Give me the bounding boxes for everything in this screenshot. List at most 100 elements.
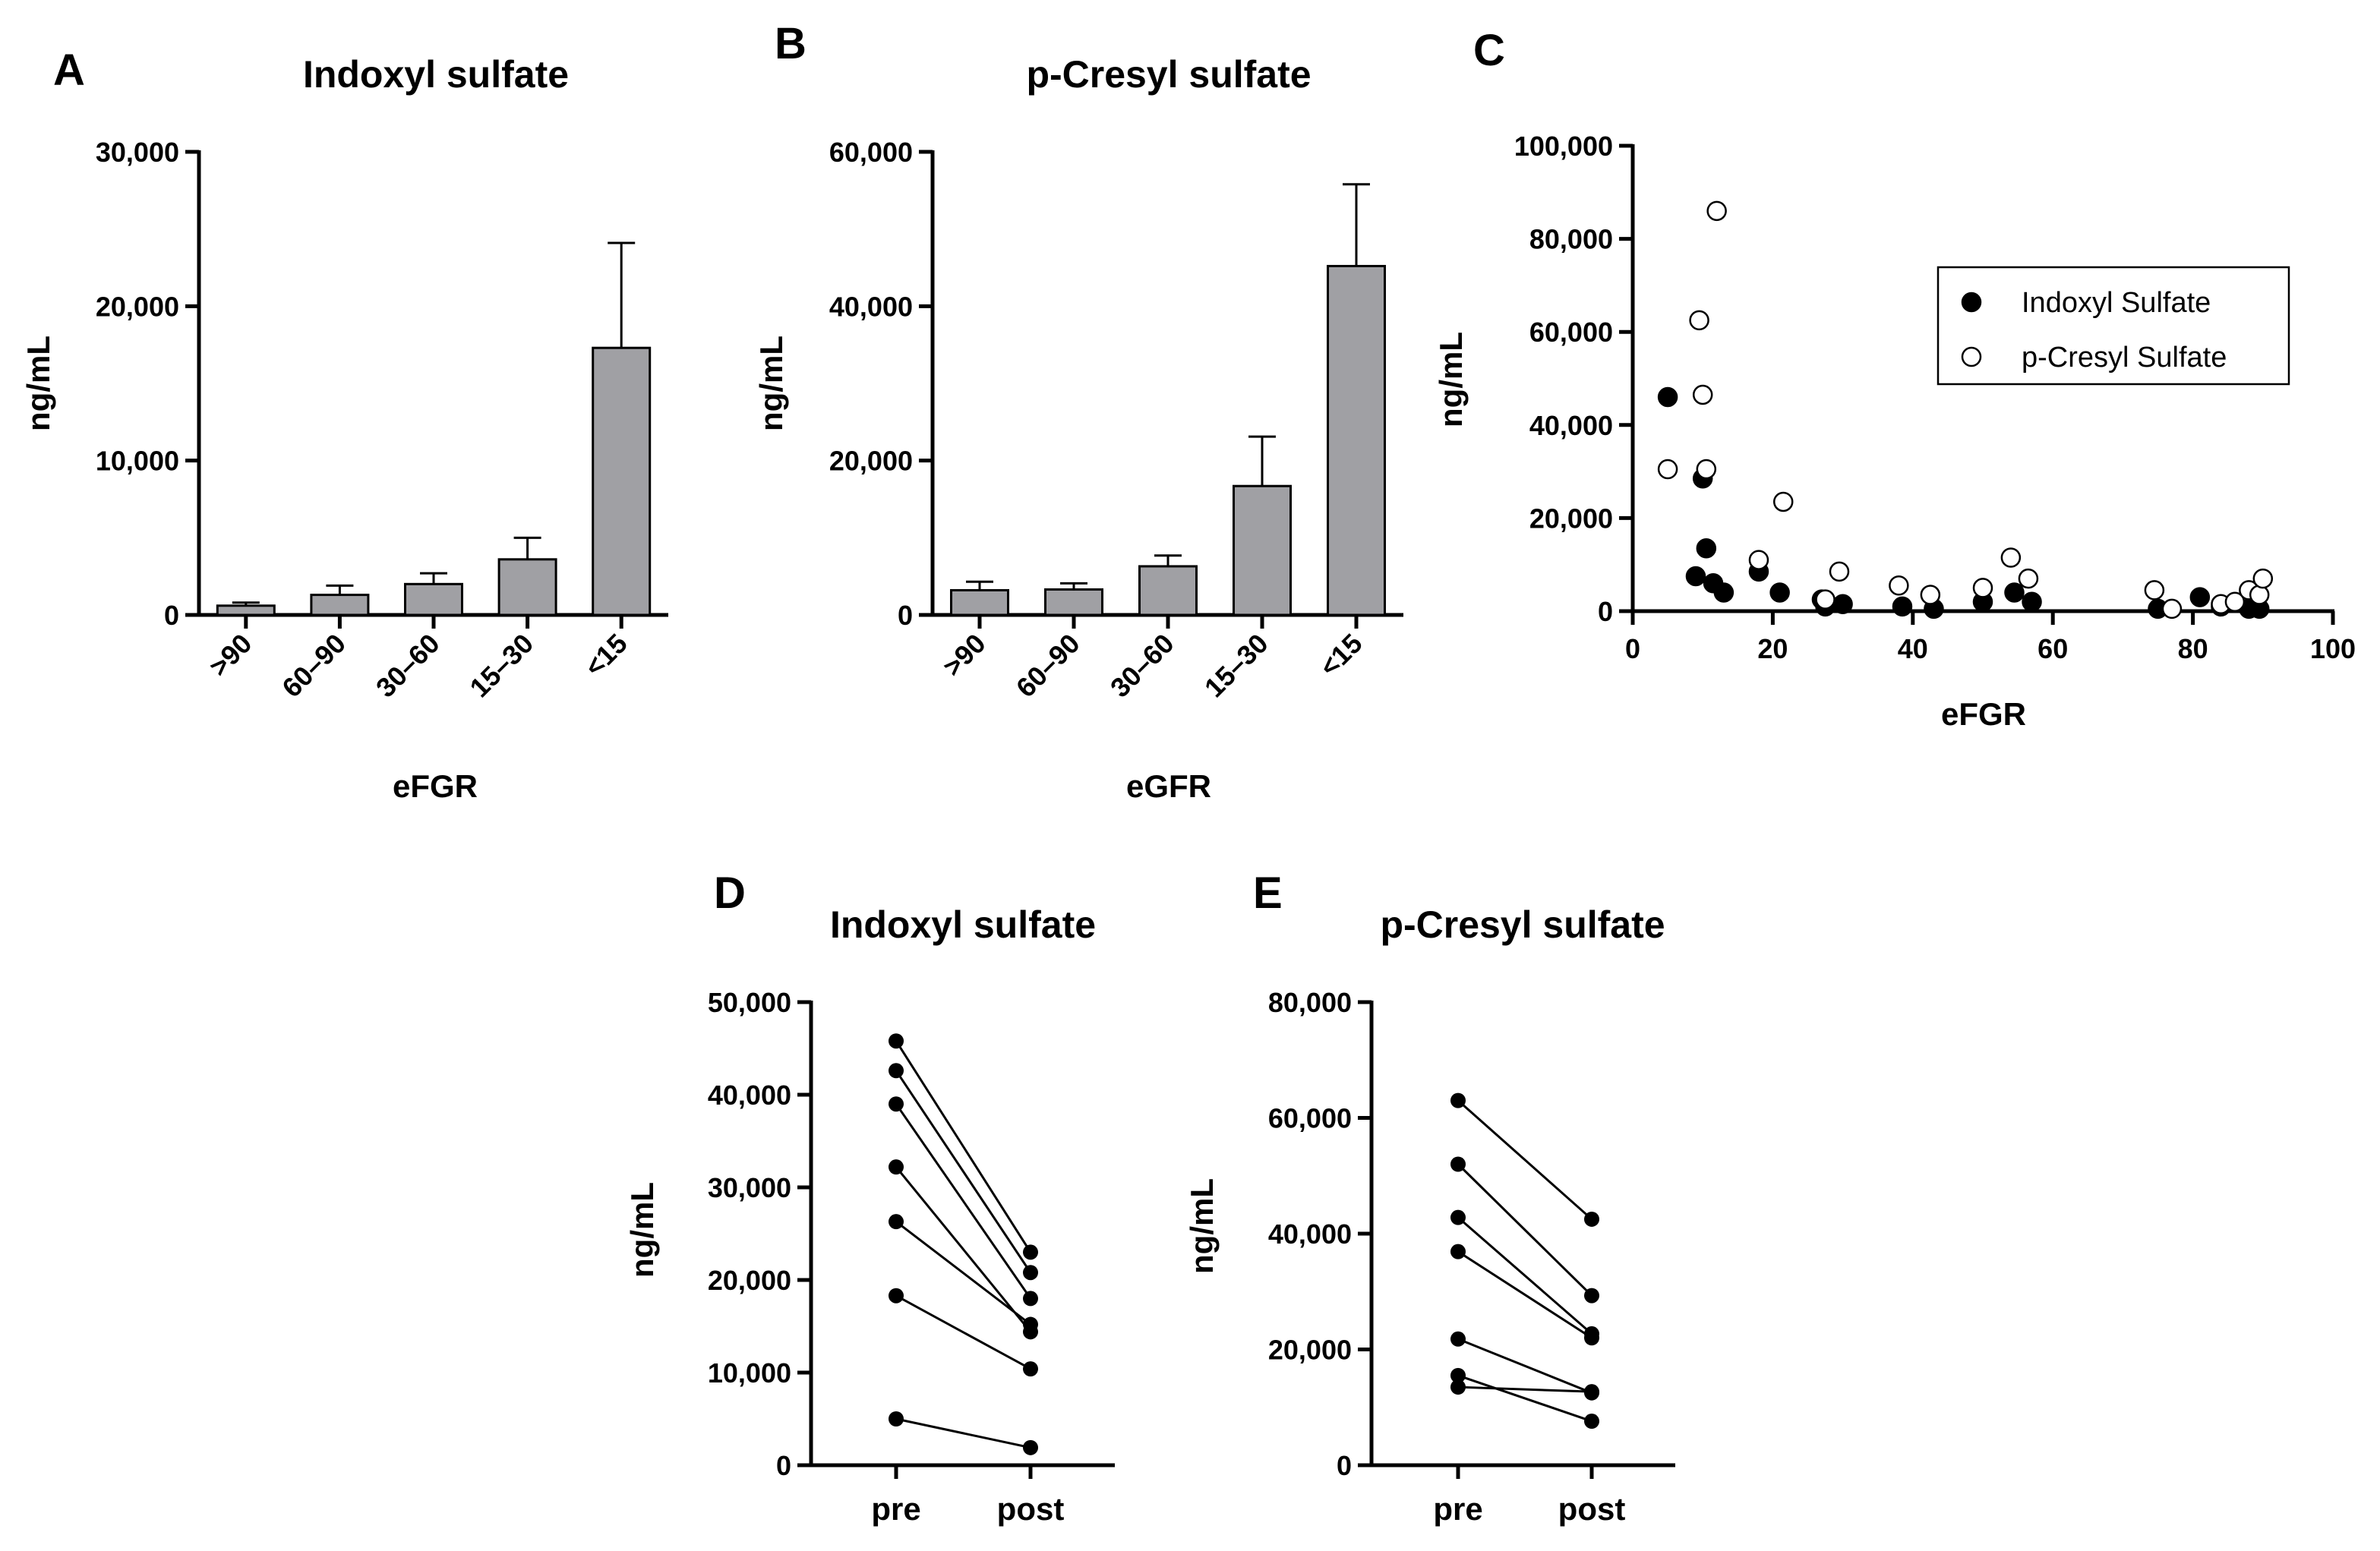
- panel-e-ylabel: ng/mL: [1184, 1178, 1220, 1274]
- indoxyl-sulfate-point: [1832, 594, 1853, 615]
- panel-d-pre-point: [889, 1411, 904, 1426]
- panel-e-pair-line: [1457, 1216, 1592, 1335]
- p-cresyl-sulfate-point: [1696, 459, 1717, 480]
- panel-b-ylabel: ng/mL: [753, 336, 789, 431]
- panel-d-pair-line: [895, 1166, 1032, 1333]
- panel-a-xtick-label: <15: [579, 628, 633, 683]
- panel-b-pcresyl-bar-chart: B p-Cresyl sulfate ng/mL eGFR 0 20,000 40,…: [753, 19, 1403, 804]
- panel-e-pair-line: [1457, 1338, 1592, 1395]
- panel-b-bar: [1327, 264, 1386, 616]
- panel-d-pre-point: [889, 1033, 904, 1049]
- panel-e-pair-line: [1457, 1250, 1592, 1339]
- panel-e-xtick-label: pre: [1433, 1491, 1482, 1527]
- indoxyl-sulfate-point: [1685, 566, 1706, 587]
- panel-a-ytick-label: 0: [164, 600, 179, 631]
- panel-c-ylabel: ng/mL: [1433, 332, 1469, 427]
- p-cresyl-sulfate-point: [2000, 547, 2022, 568]
- p-cresyl-sulfate-point: [1829, 561, 1850, 582]
- panel-b-xtick-label: 30–60: [1104, 628, 1180, 704]
- panel-d-post-point: [1023, 1244, 1038, 1260]
- panel-d-pair-line: [895, 1417, 1031, 1449]
- panel-d-ytick-label: 30,000: [708, 1172, 791, 1203]
- panel-d-pair-line: [895, 1220, 1031, 1326]
- panel-c-xtick-label: 0: [1625, 633, 1640, 664]
- panel-d-ytick-label: 20,000: [708, 1265, 791, 1296]
- panel-b-bar: [950, 588, 1009, 616]
- panel-e-post-point: [1584, 1211, 1599, 1227]
- panel-c-ytick-label: 0: [1598, 596, 1613, 627]
- p-cresyl-sulfate-point: [2161, 598, 2183, 619]
- panel-e-pre-point: [1450, 1367, 1466, 1383]
- panel-e-ytick-label: 40,000: [1268, 1218, 1352, 1250]
- panel-e-ytick-label: 20,000: [1268, 1335, 1352, 1366]
- panel-d-post-point: [1023, 1439, 1038, 1455]
- panel-d-pre-point: [889, 1159, 904, 1175]
- panel-d-post-point: [1023, 1316, 1038, 1332]
- panel-c-legend-label: Indoxyl Sulfate: [2022, 287, 2211, 319]
- panel-e-pre-point: [1450, 1379, 1466, 1395]
- panel-letter-b: B: [775, 19, 806, 68]
- panel-e-pair-line: [1457, 1163, 1593, 1297]
- panel-c-ytick-label: 80,000: [1529, 224, 1613, 255]
- panel-c-ytick-label: 20,000: [1529, 503, 1613, 534]
- panel-b-ytick-label: 60,000: [829, 137, 913, 168]
- panel-d-title: Indoxyl sulfate: [830, 903, 1096, 946]
- panel-d-pre-point: [889, 1063, 904, 1079]
- panel-d-ytick-label: 50,000: [708, 987, 791, 1018]
- panel-d-pair-line: [895, 1103, 1032, 1300]
- p-cresyl-sulfate-point: [1689, 310, 1709, 331]
- panel-c-xtick-label: 60: [2038, 633, 2068, 664]
- indoxyl-sulfate-point: [1892, 596, 1913, 617]
- p-cresyl-sulfate-point: [2224, 591, 2246, 612]
- p-cresyl-sulfate-point: [2018, 568, 2039, 589]
- legend-open-circle-marker: [1961, 346, 1982, 367]
- panel-d-ytick-label: 40,000: [708, 1080, 791, 1111]
- panel-c-xlabel: eFGR: [1941, 696, 2026, 732]
- p-cresyl-sulfate-point: [1657, 459, 1678, 480]
- panel-a-xtick-label: >90: [203, 628, 257, 683]
- indoxyl-sulfate-point: [2022, 591, 2042, 612]
- panel-a-xtick-label: 30–60: [370, 628, 446, 704]
- panel-d-xtick-label: pre: [871, 1491, 920, 1527]
- panel-e-pair-line: [1457, 1385, 1592, 1393]
- panel-d-pre-point: [889, 1214, 904, 1230]
- panel-e-pair-line: [1457, 1099, 1592, 1221]
- indoxyl-sulfate-point: [1696, 537, 1717, 559]
- panel-a-xtick-label: 15–30: [463, 628, 539, 704]
- p-cresyl-sulfate-point: [1920, 585, 1941, 605]
- panel-e-pre-point: [1450, 1244, 1466, 1259]
- panel-c-xtick-label: 20: [1757, 633, 1788, 664]
- panel-e-pair-line: [1457, 1374, 1592, 1423]
- panel-c-ytick-label: 40,000: [1529, 410, 1613, 441]
- panel-b-bar: [1138, 565, 1198, 616]
- p-cresyl-sulfate-point: [1692, 384, 1713, 405]
- panel-e-post-point: [1584, 1330, 1599, 1346]
- p-cresyl-sulfate-point: [1748, 550, 1769, 570]
- panel-b-xtick-label: 60–90: [1010, 628, 1086, 704]
- panel-d-pre-point: [889, 1096, 904, 1112]
- panel-e-pre-point: [1450, 1209, 1466, 1225]
- panel-a-ylabel: ng/mL: [21, 336, 56, 431]
- p-cresyl-sulfate-point: [1772, 491, 1794, 512]
- panel-b-ytick-label: 40,000: [829, 291, 913, 322]
- panel-b-xlabel: eGFR: [1126, 768, 1211, 804]
- panel-e-pre-point: [1450, 1092, 1466, 1108]
- panel-a-xtick-label: 60–90: [276, 628, 352, 704]
- p-cresyl-sulfate-point: [2144, 580, 2165, 601]
- panel-b-ytick-label: 20,000: [829, 446, 913, 477]
- panel-b-xtick-label: >90: [936, 628, 991, 683]
- panel-a-ytick-label: 10,000: [96, 446, 179, 477]
- panel-e-post-point: [1584, 1414, 1599, 1430]
- panel-c-scatter-chart: C ng/mL eFGR 0 20,000 40,000 60,000 80,000 10…: [1433, 26, 2356, 732]
- indoxyl-sulfate-point: [2004, 582, 2025, 603]
- panel-a-ytick-label: 30,000: [96, 137, 179, 168]
- panel-b-xtick-label: 15–30: [1198, 628, 1274, 704]
- panel-b-xtick-label: <15: [1313, 628, 1368, 683]
- panel-d-indoxyl-paired-chart: D Indoxyl sulfate ng/mL 0 10,000 20,000 30,…: [624, 868, 1115, 1527]
- panel-c-xtick-label: 100: [2310, 633, 2356, 664]
- panel-a-bar: [497, 558, 557, 616]
- panel-d-pair-line: [895, 1070, 1032, 1274]
- p-cresyl-sulfate-point: [1972, 578, 1993, 598]
- panel-c-xtick-label: 80: [2178, 633, 2208, 664]
- panel-e-pre-point: [1450, 1331, 1466, 1347]
